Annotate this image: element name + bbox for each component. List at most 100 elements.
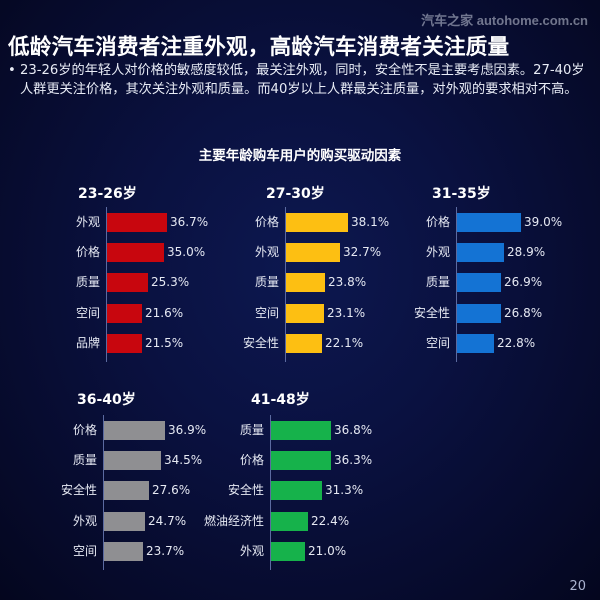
- value-label: 26.9%: [504, 275, 543, 289]
- value-label: 36.9%: [168, 423, 207, 437]
- panel-title: 23-26岁: [78, 186, 137, 202]
- value-label: 36.7%: [170, 215, 209, 229]
- bar: [271, 421, 331, 440]
- value-label: 31.3%: [325, 483, 364, 497]
- bar-row: 安全性: [0, 334, 279, 353]
- category-label: 质量: [239, 423, 264, 437]
- value-label: 25.3%: [151, 275, 190, 289]
- bar-row: 质量: [0, 451, 97, 470]
- bar: [271, 481, 322, 500]
- category-label: 空间: [72, 544, 97, 558]
- category-label: 外观: [72, 514, 97, 528]
- bar: [107, 243, 164, 262]
- bar: [457, 334, 494, 353]
- category-label: 空间: [75, 306, 100, 320]
- value-label: 22.1%: [325, 336, 364, 350]
- category-label: 品牌: [75, 336, 100, 350]
- bar: [286, 213, 348, 232]
- bar: [107, 273, 148, 292]
- axis-line: [270, 415, 271, 570]
- value-label: 22.4%: [311, 514, 350, 528]
- category-label: 质量: [72, 453, 97, 467]
- panel-title: 36-40岁: [77, 392, 136, 408]
- bar-row: 安全性: [0, 304, 450, 323]
- value-label: 32.7%: [343, 245, 382, 259]
- category-label: 安全性: [60, 483, 97, 497]
- category-label: 价格: [254, 215, 279, 229]
- axis-line: [456, 207, 457, 362]
- bar-row: 安全性: [0, 481, 97, 500]
- panel-title: 41-48岁: [251, 392, 310, 408]
- value-label: 36.3%: [334, 453, 373, 467]
- bullet-marker: •: [8, 63, 16, 78]
- value-label: 23.1%: [327, 306, 366, 320]
- bar: [457, 304, 501, 323]
- category-label: 外观: [75, 215, 100, 229]
- category-label: 外观: [425, 245, 450, 259]
- summary-text: 23-26岁的年轻人对价格的敏感度较低，最关注外观，同时，安全性不是主要考虑因素…: [20, 63, 585, 97]
- bar: [104, 481, 149, 500]
- value-label: 36.8%: [334, 423, 373, 437]
- bar: [457, 273, 501, 292]
- value-label: 21.6%: [145, 306, 184, 320]
- bar-row: 外观: [0, 542, 264, 561]
- axis-line: [285, 207, 286, 362]
- page-number: 20: [569, 579, 586, 594]
- page-title: 低龄汽车消费者注重外观，高龄汽车消费者关注质量: [8, 35, 510, 60]
- bar-row: 质量: [0, 273, 279, 292]
- category-label: 价格: [425, 215, 450, 229]
- bar-row: 外观: [0, 213, 100, 232]
- bar: [286, 243, 340, 262]
- category-label: 燃油经济性: [203, 514, 264, 528]
- bar-row: 燃油经济性: [0, 512, 264, 531]
- value-label: 27.6%: [152, 483, 191, 497]
- axis-line: [106, 207, 107, 362]
- watermark: 汽车之家 autohome.com.cn: [421, 13, 588, 28]
- value-label: 39.0%: [524, 215, 563, 229]
- bar: [104, 542, 143, 561]
- bar-row: 品牌: [0, 334, 100, 353]
- bar-row: 空间: [0, 304, 100, 323]
- chart-title: 主要年龄购车用户的购买驱动因素: [198, 148, 402, 164]
- panel-title: 31-35岁: [432, 186, 491, 202]
- bar: [107, 213, 167, 232]
- bar-row: 外观: [0, 512, 97, 531]
- bar: [107, 334, 142, 353]
- bar-row: 安全性: [0, 481, 264, 500]
- bar-row: 质量: [0, 421, 264, 440]
- bar-row: 外观: [0, 243, 279, 262]
- category-label: 价格: [239, 453, 264, 467]
- bar: [286, 273, 325, 292]
- value-label: 21.5%: [145, 336, 184, 350]
- bar: [271, 512, 308, 531]
- bar-row: 价格: [0, 451, 264, 470]
- summary-bullet: • 23-26岁的年轻人对价格的敏感度较低，最关注外观，同时，安全性不是主要考虑…: [8, 61, 592, 99]
- value-label: 28.9%: [507, 245, 546, 259]
- category-label: 空间: [254, 306, 279, 320]
- value-label: 22.8%: [497, 336, 536, 350]
- bar: [457, 213, 521, 232]
- category-label: 安全性: [227, 483, 264, 497]
- value-label: 38.1%: [351, 215, 390, 229]
- bar: [271, 542, 305, 561]
- category-label: 价格: [72, 423, 97, 437]
- category-label: 质量: [425, 275, 450, 289]
- bar: [457, 243, 504, 262]
- bar-row: 质量: [0, 273, 450, 292]
- bar-row: 价格: [0, 243, 100, 262]
- category-label: 质量: [75, 275, 100, 289]
- bar: [107, 304, 142, 323]
- bar: [286, 334, 322, 353]
- value-label: 23.7%: [146, 544, 185, 558]
- value-label: 34.5%: [164, 453, 203, 467]
- category-label: 空间: [425, 336, 450, 350]
- category-label: 质量: [254, 275, 279, 289]
- value-label: 21.0%: [308, 544, 347, 558]
- bar-row: 质量: [0, 273, 100, 292]
- bar: [104, 451, 161, 470]
- axis-line: [103, 415, 104, 570]
- bar: [286, 304, 324, 323]
- value-label: 24.7%: [148, 514, 187, 528]
- bar: [104, 512, 145, 531]
- value-label: 35.0%: [167, 245, 206, 259]
